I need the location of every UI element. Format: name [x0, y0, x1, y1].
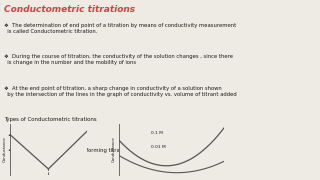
- Text: •  Precipitation  and complex forming titrations: • Precipitation and complex forming titr…: [8, 148, 133, 153]
- Text: ❖  The determination of end point of a titration by means of conductivity measur: ❖ The determination of end point of a ti…: [4, 22, 236, 34]
- Y-axis label: Conductance: Conductance: [112, 136, 116, 162]
- Text: 0.01 M: 0.01 M: [151, 145, 165, 149]
- Y-axis label: Conductance: Conductance: [3, 136, 7, 162]
- Text: ❖  At the end point of titration, a sharp change in conductivity of a solution s: ❖ At the end point of titration, a sharp…: [4, 86, 237, 97]
- Text: Types of Conductometric titrations: Types of Conductometric titrations: [4, 117, 97, 122]
- Text: 0.1 M: 0.1 M: [151, 131, 163, 135]
- Text: •  Acid- Base titrations: • Acid- Base titrations: [8, 133, 68, 138]
- Text: Conductometric titrations: Conductometric titrations: [4, 4, 135, 14]
- Text: ❖  During the course of titration, the conductivity of the solution changes , si: ❖ During the course of titration, the co…: [4, 54, 233, 65]
